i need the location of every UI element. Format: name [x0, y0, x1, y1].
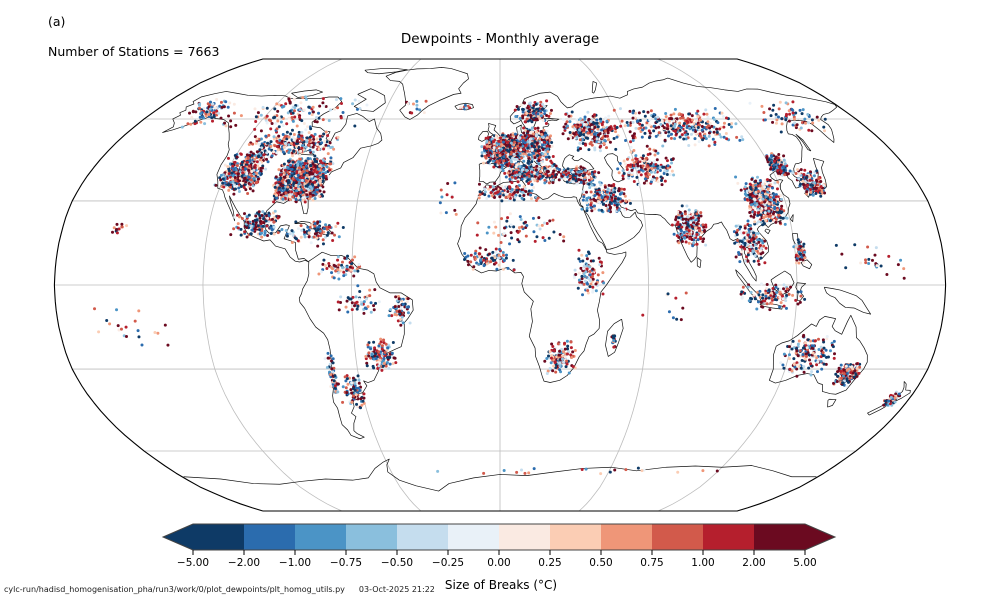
- timestamp-text: 03-Oct-2025 21:22: [358, 585, 435, 594]
- script-path-watermark: cylc-run/hadisd_homogenisation_pha/run3/…: [4, 585, 435, 594]
- colorbar: [161, 523, 837, 555]
- colorbar-shape: [163, 524, 193, 550]
- chart-title: Dewpoints - Monthly average: [400, 31, 600, 47]
- colorbar-segment: [295, 524, 346, 550]
- panel-label: (a): [48, 14, 66, 29]
- colorbar-segment: [244, 524, 295, 550]
- colorbar-segment: [754, 524, 805, 550]
- colorbar-segment: [448, 524, 499, 550]
- colorbar-shape: [805, 524, 835, 550]
- colorbar-segment: [652, 524, 703, 550]
- colorbar-segment: [397, 524, 448, 550]
- colorbar-label: Size of Breaks (°C): [444, 578, 558, 592]
- colorbar-segment: [499, 524, 550, 550]
- stations-count-label: Number of Stations = 7663: [48, 44, 220, 59]
- colorbar-segment: [346, 524, 397, 550]
- colorbar-segment: [550, 524, 601, 550]
- colorbar-segment: [703, 524, 754, 550]
- colorbar-segment: [601, 524, 652, 550]
- colorbar-segment: [193, 524, 244, 550]
- script-path-text: cylc-run/hadisd_homogenisation_pha/run3/…: [4, 585, 345, 594]
